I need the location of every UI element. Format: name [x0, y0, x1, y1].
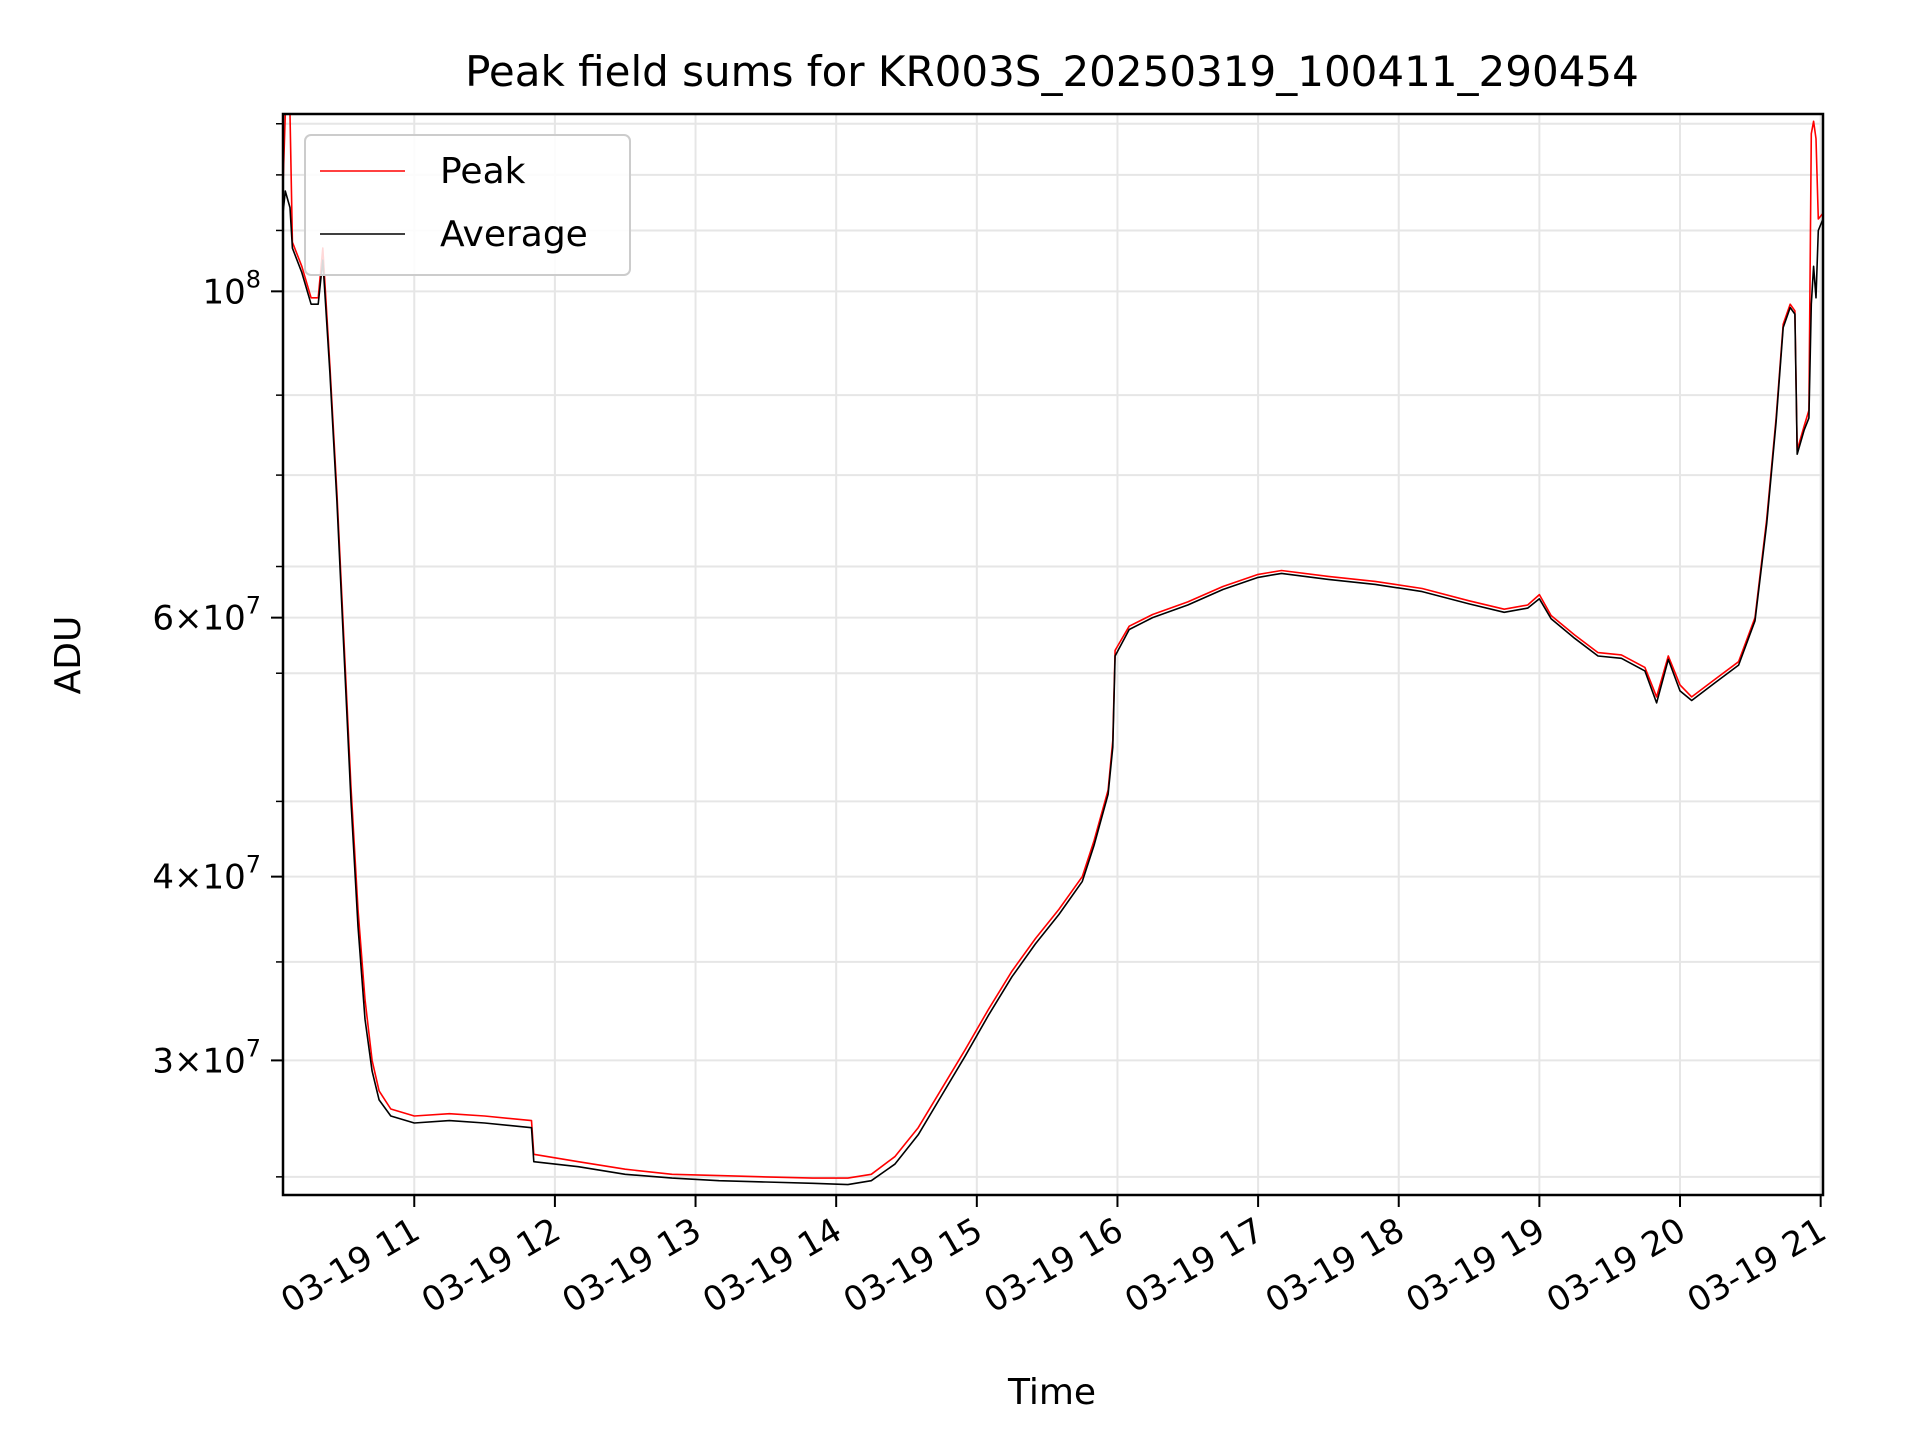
legend-label-peak: Peak — [440, 151, 526, 192]
x-tick-label: 03-19 14 — [696, 1210, 848, 1321]
x-tick-label: 03-19 12 — [415, 1210, 567, 1321]
legend: Peak Average — [304, 134, 631, 276]
y-axis: 3×107 4×107 6×107 108 — [152, 123, 283, 1178]
y-tick-label: 4×107 — [152, 851, 261, 898]
chart-title: Peak field sums for KR003S_20250319_1004… — [465, 47, 1639, 96]
x-tick-label: 03-19 21 — [1681, 1210, 1833, 1321]
grid-lines — [283, 114, 1823, 1195]
y-tick-label: 6×107 — [152, 592, 261, 639]
x-tick-label: 03-19 16 — [978, 1210, 1130, 1321]
legend-label-average: Average — [440, 214, 588, 255]
x-tick-label: 03-19 17 — [1118, 1210, 1270, 1321]
y-tick-label: 3×107 — [152, 1034, 261, 1081]
series-line-average — [282, 190, 1824, 1186]
legend-box — [304, 134, 631, 276]
x-tick-label: 03-19 19 — [1399, 1210, 1551, 1321]
x-tick-label: 03-19 20 — [1540, 1210, 1692, 1321]
x-tick-label: 03-19 18 — [1259, 1210, 1411, 1321]
y-tick-label: 108 — [202, 265, 261, 312]
y-axis-label: ADU — [48, 616, 89, 695]
x-tick-label: 03-19 15 — [837, 1210, 989, 1321]
plot-frame — [281, 112, 1825, 1197]
x-axis-label: Time — [1007, 1372, 1096, 1413]
series-group — [282, 113, 1824, 1186]
x-tick-label: 03-19 11 — [274, 1210, 426, 1321]
x-tick-label: 03-19 13 — [556, 1210, 708, 1321]
